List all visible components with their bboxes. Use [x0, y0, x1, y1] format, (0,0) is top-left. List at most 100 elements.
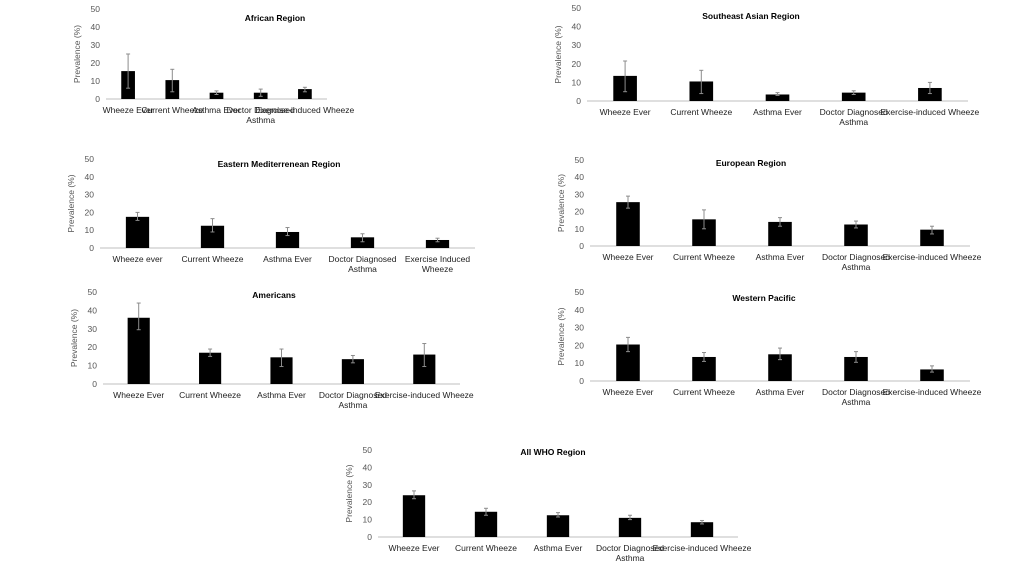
y-tick-label: 50: [575, 155, 585, 165]
category-label: Doctor Diagnosed Asthma: [227, 105, 295, 125]
category-label: Current Wheeze: [673, 387, 735, 397]
y-tick-label: 10: [575, 358, 585, 368]
y-tick-label: 20: [575, 340, 585, 350]
chart-1: African Region Prevalence (%) 0 10 20 30 40 50 W…: [72, 4, 355, 125]
category-label: Current Wheeze: [455, 543, 517, 553]
y-tick-label: 30: [572, 40, 582, 50]
category-label: Exercise-induced Wheeze: [256, 105, 355, 115]
y-tick-label: 40: [572, 22, 582, 32]
category-label: Doctor Diagnosed Asthma: [820, 107, 888, 127]
bar: [341, 359, 364, 384]
category-label: Asthma Ever: [534, 543, 583, 553]
category-label: Exercise-induced Wheeze: [883, 387, 982, 397]
chart-title: European Region: [716, 158, 786, 168]
category-label: Current Wheeze: [673, 252, 735, 262]
category-label: Current Wheeze: [670, 107, 732, 117]
y-tick-label: 30: [85, 190, 95, 200]
category-label: Exercise-induced Wheeze: [653, 543, 752, 553]
y-axis-label: Prevalence (%): [66, 174, 76, 232]
y-tick-label: 20: [363, 497, 373, 507]
category-label: Asthma Ever: [756, 252, 805, 262]
bar: [844, 224, 868, 246]
category-label: Doctor Diagnosed Asthma: [328, 254, 396, 274]
category-label: Asthma Ever: [753, 107, 802, 117]
bar: [474, 511, 498, 537]
y-tick-label: 0: [367, 532, 372, 542]
category-label: Current Wheeze: [182, 254, 244, 264]
chart-5: Americans Prevalence (%) 0 10 20 30 40 50 Wheeze…: [69, 287, 474, 410]
bar: [616, 344, 640, 381]
y-tick-label: 50: [88, 287, 98, 297]
bar: [768, 221, 792, 246]
category-label: Doctor Diagnosed Asthma: [319, 390, 387, 410]
y-tick-label: 20: [91, 58, 101, 68]
bar: [200, 225, 225, 248]
bar: [920, 369, 944, 381]
y-tick-label: 0: [95, 94, 100, 104]
chart-6: Western Pacific Prevalence (%) 0 10 20 30 40 50…: [556, 287, 982, 407]
y-tick-label: 30: [575, 323, 585, 333]
y-tick-label: 20: [572, 59, 582, 69]
y-tick-label: 0: [579, 376, 584, 386]
chart-title: All WHO Region: [520, 447, 585, 457]
category-label: Wheeze Ever: [388, 543, 439, 553]
y-tick-label: 0: [576, 96, 581, 106]
bar: [413, 354, 436, 384]
y-tick-label: 10: [88, 361, 98, 371]
y-tick-label: 10: [91, 76, 101, 86]
y-tick-label: 10: [575, 224, 585, 234]
bar: [690, 522, 714, 537]
y-axis-label: Prevalence (%): [553, 25, 563, 83]
y-tick-label: 0: [89, 243, 94, 253]
bar: [844, 356, 868, 381]
category-label: Current Wheeze: [141, 105, 203, 115]
y-tick-label: 40: [91, 22, 101, 32]
category-label: Exercise Induced Wheeze: [405, 254, 470, 274]
category-label: Wheeze ever: [112, 254, 162, 264]
bar: [918, 87, 942, 101]
bar: [616, 202, 640, 246]
y-tick-label: 50: [575, 287, 585, 297]
y-tick-label: 40: [85, 172, 95, 182]
y-tick-label: 40: [575, 305, 585, 315]
y-tick-label: 10: [85, 225, 95, 235]
bar: [298, 89, 312, 99]
bar: [275, 231, 300, 248]
bar: [199, 352, 222, 384]
chart-4: European Region Prevalence (%) 0 10 20 30 40 50…: [556, 155, 982, 272]
chart-title: Southeast Asian Region: [702, 11, 799, 21]
bar: [127, 317, 150, 384]
y-axis-label: Prevalence (%): [556, 307, 566, 365]
chart-title: Eastern Mediterrenean Region: [218, 159, 341, 169]
y-axis-label: Prevalence (%): [344, 464, 354, 522]
chart-3: Eastern Mediterrenean Region Prevalence (…: [66, 154, 475, 274]
y-tick-label: 40: [575, 172, 585, 182]
category-label: Exercise-induced Wheeze: [881, 107, 980, 117]
category-label: Exercise-induced Wheeze: [375, 390, 474, 400]
y-axis-label: Prevalence (%): [72, 25, 82, 83]
category-label: Asthma Ever: [192, 105, 241, 115]
bar: [692, 219, 716, 246]
bar: [618, 517, 642, 537]
chart-title: Western Pacific: [732, 293, 795, 303]
bar: [768, 354, 792, 381]
bar: [350, 237, 375, 248]
category-label: Asthma Ever: [756, 387, 805, 397]
category-label: Current Wheeze: [179, 390, 241, 400]
y-tick-label: 0: [92, 379, 97, 389]
category-label: Doctor Diagnosed Asthma: [822, 252, 890, 272]
y-tick-label: 30: [91, 40, 101, 50]
bar: [402, 495, 426, 537]
category-label: Asthma Ever: [263, 254, 312, 264]
chart-2: Southeast Asian Region Prevalence (%) 0 10 2…: [553, 3, 980, 127]
y-tick-label: 30: [363, 480, 373, 490]
y-tick-label: 0: [579, 241, 584, 251]
bar: [546, 515, 570, 537]
category-label: Wheeze Ever: [602, 252, 653, 262]
y-tick-label: 50: [85, 154, 95, 164]
category-label: Wheeze Ever: [113, 390, 164, 400]
category-label: Asthma Ever: [257, 390, 306, 400]
chart-title: African Region: [245, 13, 305, 23]
y-tick-label: 20: [85, 207, 95, 217]
